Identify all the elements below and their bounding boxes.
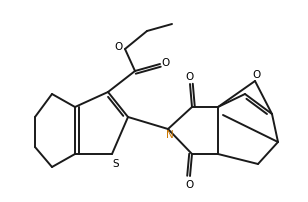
Text: O: O — [185, 72, 193, 82]
Text: O: O — [161, 58, 169, 68]
Text: S: S — [113, 158, 119, 168]
Text: O: O — [185, 179, 193, 189]
Text: O: O — [114, 42, 122, 52]
Text: N: N — [166, 129, 174, 139]
Text: O: O — [253, 70, 261, 80]
